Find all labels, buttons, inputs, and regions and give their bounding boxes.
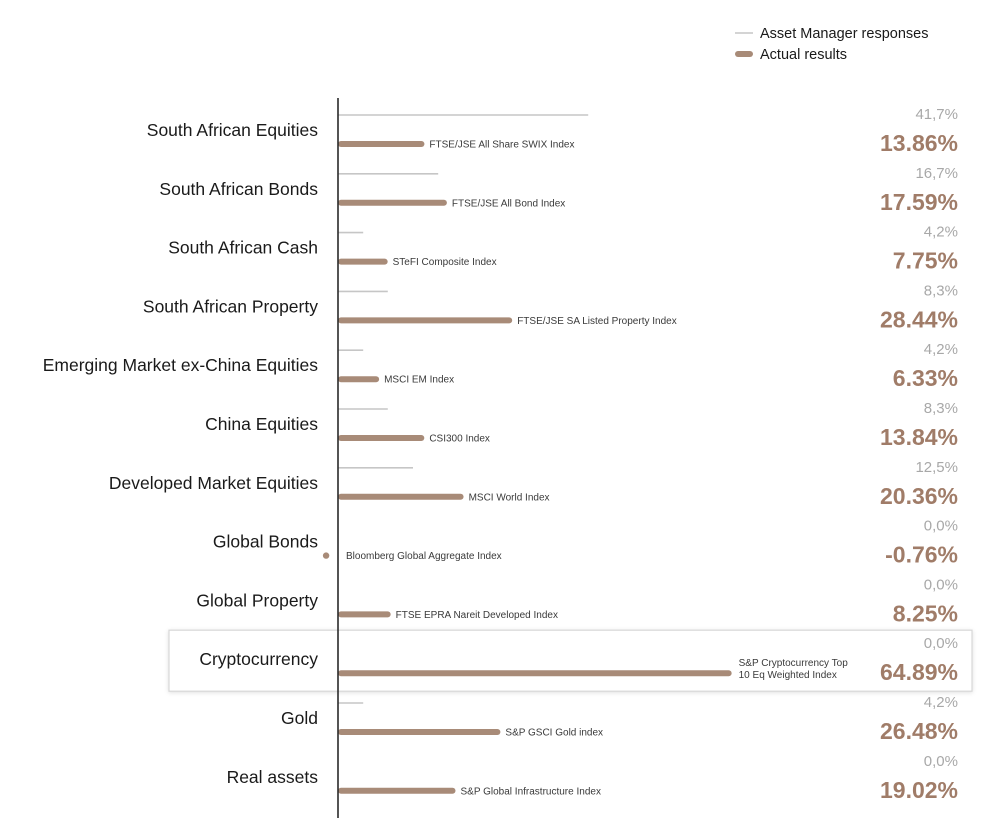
actual-bar bbox=[322, 552, 330, 559]
category-label: Real assets bbox=[227, 767, 319, 787]
index-label: STeFI Composite Index bbox=[393, 257, 497, 268]
category-label: China Equities bbox=[205, 414, 318, 434]
index-label: S&P GSCI Gold index bbox=[505, 728, 603, 739]
index-label: MSCI EM Index bbox=[384, 375, 454, 386]
category-row: South African Cash STeFI Composite Index 4… bbox=[168, 224, 958, 274]
responses-value-label: 4,2% bbox=[924, 224, 958, 241]
category-label: Developed Market Equities bbox=[109, 473, 318, 493]
responses-value-label: 16,7% bbox=[915, 165, 958, 182]
category-label: South African Property bbox=[143, 296, 318, 316]
actual-value-label: 7.75% bbox=[893, 248, 958, 274]
category-row: Global Bonds Bloomberg Global Aggregate I… bbox=[213, 518, 958, 568]
responses-value-label: 8,3% bbox=[924, 400, 958, 417]
category-label: Gold bbox=[281, 708, 318, 728]
actual-value-label: 13.86% bbox=[880, 130, 958, 156]
actual-value-label: 6.33% bbox=[893, 365, 958, 391]
legend-entry: Asset Manager responses bbox=[760, 26, 928, 42]
index-label: FTSE EPRA Nareit Developed Index bbox=[396, 610, 558, 621]
index-label: FTSE/JSE All Bond Index bbox=[452, 198, 565, 209]
legend: Asset Manager responses Actual results bbox=[735, 26, 928, 63]
chart-rows: South African Equities FTSE/JSE All Share… bbox=[43, 106, 958, 803]
category-label: South African Cash bbox=[168, 238, 318, 258]
category-label: Global Property bbox=[196, 590, 318, 610]
category-row: Global Property FTSE EPRA Nareit Develope… bbox=[196, 576, 958, 626]
actual-value-label: 28.44% bbox=[880, 306, 958, 332]
index-label: 10 Eq Weighted Index bbox=[739, 670, 837, 681]
category-label: Cryptocurrency bbox=[199, 649, 318, 669]
actual-value-label: 20.36% bbox=[880, 483, 958, 509]
actual-value-label: 26.48% bbox=[880, 718, 958, 744]
category-label: South African Equities bbox=[147, 120, 318, 140]
category-row: South African Bonds FTSE/JSE All Bond Ind… bbox=[159, 165, 958, 215]
actual-value-label: 17.59% bbox=[880, 189, 958, 215]
responses-value-label: 0,0% bbox=[924, 518, 958, 535]
category-label: Emerging Market ex-China Equities bbox=[43, 355, 319, 375]
category-label: Global Bonds bbox=[213, 532, 318, 552]
actual-value-label: 8.25% bbox=[893, 600, 958, 626]
index-label: Bloomberg Global Aggregate Index bbox=[346, 551, 502, 562]
responses-value-label: 8,3% bbox=[924, 282, 958, 299]
category-row: Real assets S&P Global Infrastructure Ind… bbox=[227, 753, 958, 803]
category-row: South African Equities FTSE/JSE All Share… bbox=[147, 106, 958, 156]
responses-value-label: 41,7% bbox=[915, 106, 958, 123]
index-label: S&P Cryptocurrency Top bbox=[739, 658, 849, 669]
responses-value-label: 0,0% bbox=[924, 753, 958, 770]
category-row: Emerging Market ex-China Equities MSCI EM… bbox=[43, 341, 958, 391]
index-label: MSCI World Index bbox=[469, 492, 550, 503]
actual-value-label: 13.84% bbox=[880, 424, 958, 450]
index-label: S&P Global Infrastructure Index bbox=[461, 786, 601, 797]
responses-value-label: 0,0% bbox=[924, 635, 958, 652]
category-row: China Equities CSI300 Index 8,3% 13.84% bbox=[205, 400, 958, 450]
responses-value-label: 4,2% bbox=[924, 694, 958, 711]
category-row: South African Property FTSE/JSE SA Listed… bbox=[143, 282, 958, 332]
actual-value-label: -0.76% bbox=[885, 542, 958, 568]
category-row: Gold S&P GSCI Gold index 4,2% 26.48% bbox=[281, 694, 958, 744]
category-label: South African Bonds bbox=[159, 179, 318, 199]
index-label: FTSE/JSE All Share SWIX Index bbox=[429, 140, 574, 151]
responses-value-label: 4,2% bbox=[924, 341, 958, 358]
legend-entry: Actual results bbox=[760, 47, 847, 63]
actual-value-label: 64.89% bbox=[880, 659, 958, 685]
category-row: Developed Market Equities MSCI World Inde… bbox=[109, 459, 958, 509]
responses-value-label: 12,5% bbox=[915, 459, 958, 476]
index-label: FTSE/JSE SA Listed Property Index bbox=[517, 316, 677, 327]
actual-value-label: 19.02% bbox=[880, 777, 958, 803]
index-label: CSI300 Index bbox=[429, 434, 490, 445]
responses-value-label: 0,0% bbox=[924, 576, 958, 593]
highlight-box bbox=[168, 629, 973, 692]
